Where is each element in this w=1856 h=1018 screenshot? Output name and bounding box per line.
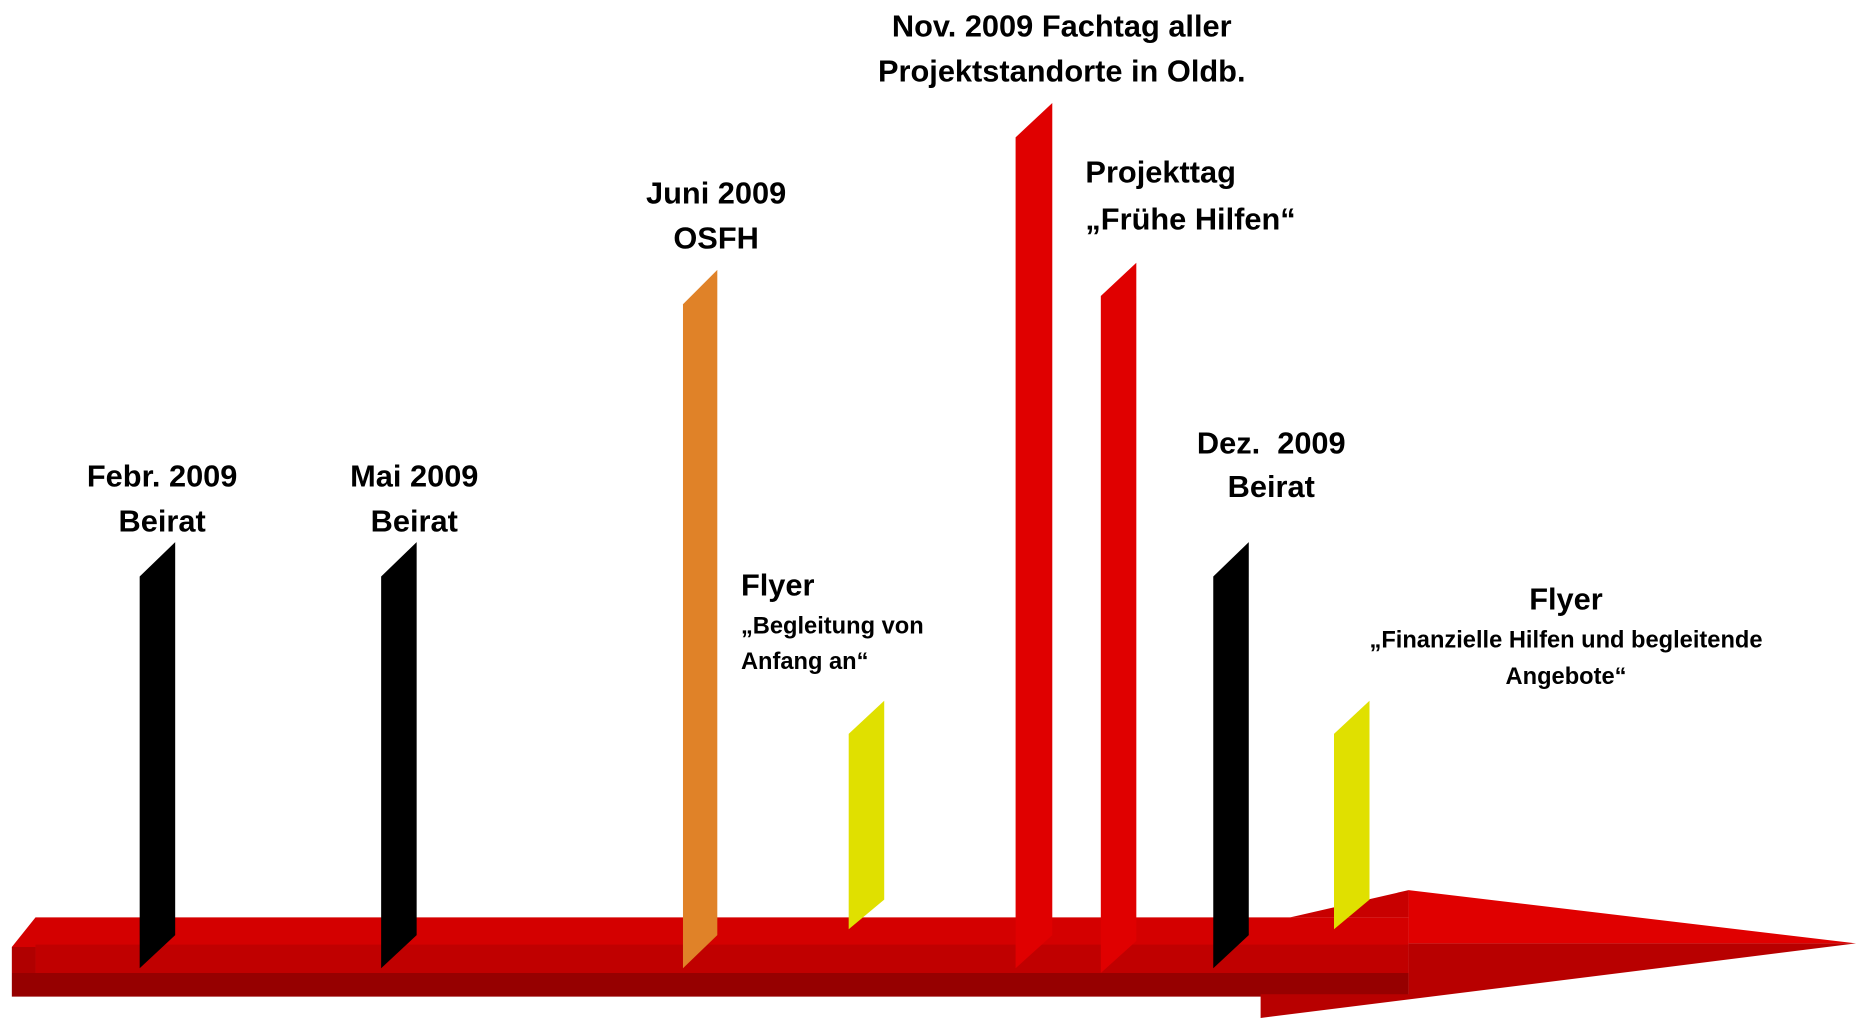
event-label: „Frühe Hilfen“ [1085, 202, 1295, 237]
arrow [11, 890, 1856, 1018]
event-label: Projektstandorte in Oldb. [878, 54, 1246, 89]
event-label: Febr. 2009 [87, 459, 238, 494]
event-label: Flyer [1529, 582, 1603, 617]
event-label: Nov. 2009 Fachtag aller [892, 9, 1232, 44]
event-label: Beirat [371, 503, 458, 538]
event-label: „Finanzielle Hilfen und begleitende [1370, 627, 1763, 653]
event-label: „Begleitung von [741, 613, 924, 639]
event-label: Projekttag [1085, 154, 1235, 189]
event-label: Juni 2009 [646, 176, 786, 211]
event-label: Dez. 2009 [1197, 425, 1346, 460]
event-label: Angebote“ [1506, 664, 1627, 690]
event-label: Mai 2009 [350, 459, 478, 494]
labels: Febr. 2009 Beirat Mai 2009 Beirat Juni 2… [87, 9, 1763, 690]
event-label: OSFH [673, 221, 758, 256]
event-label: Flyer [741, 567, 815, 602]
event-label: Beirat [1228, 469, 1315, 504]
event-label: Beirat [119, 503, 206, 538]
event-bars [139, 103, 1370, 974]
event-label: Anfang an“ [741, 649, 868, 675]
